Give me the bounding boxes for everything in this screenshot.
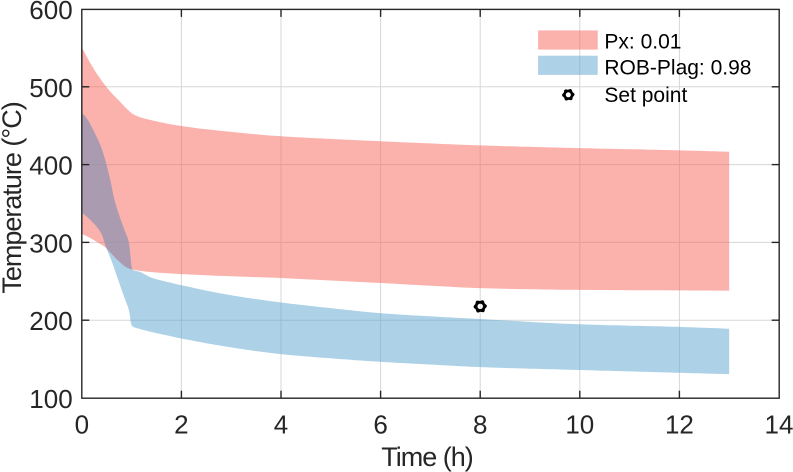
svg-text:6: 6: [373, 409, 387, 439]
svg-text:500: 500: [29, 73, 72, 103]
svg-text:600: 600: [29, 0, 72, 25]
svg-text:10: 10: [565, 409, 594, 439]
svg-text:200: 200: [29, 306, 72, 336]
svg-text:Set point: Set point: [604, 84, 687, 107]
svg-text:0: 0: [75, 409, 89, 439]
svg-text:8: 8: [473, 409, 487, 439]
svg-text:2: 2: [174, 409, 188, 439]
svg-text:400: 400: [29, 151, 72, 181]
svg-text:4: 4: [274, 409, 288, 439]
svg-text:Temperature (°C): Temperature (°C): [0, 102, 27, 293]
svg-text:Time (h): Time (h): [381, 442, 473, 472]
svg-text:Px: 0.01: Px: 0.01: [604, 31, 681, 54]
svg-text:14: 14: [765, 409, 793, 439]
svg-text:ROB-Plag: 0.98: ROB-Plag: 0.98: [604, 57, 751, 80]
svg-text:300: 300: [29, 228, 72, 258]
svg-text:12: 12: [665, 409, 694, 439]
svg-text:100: 100: [29, 384, 72, 414]
